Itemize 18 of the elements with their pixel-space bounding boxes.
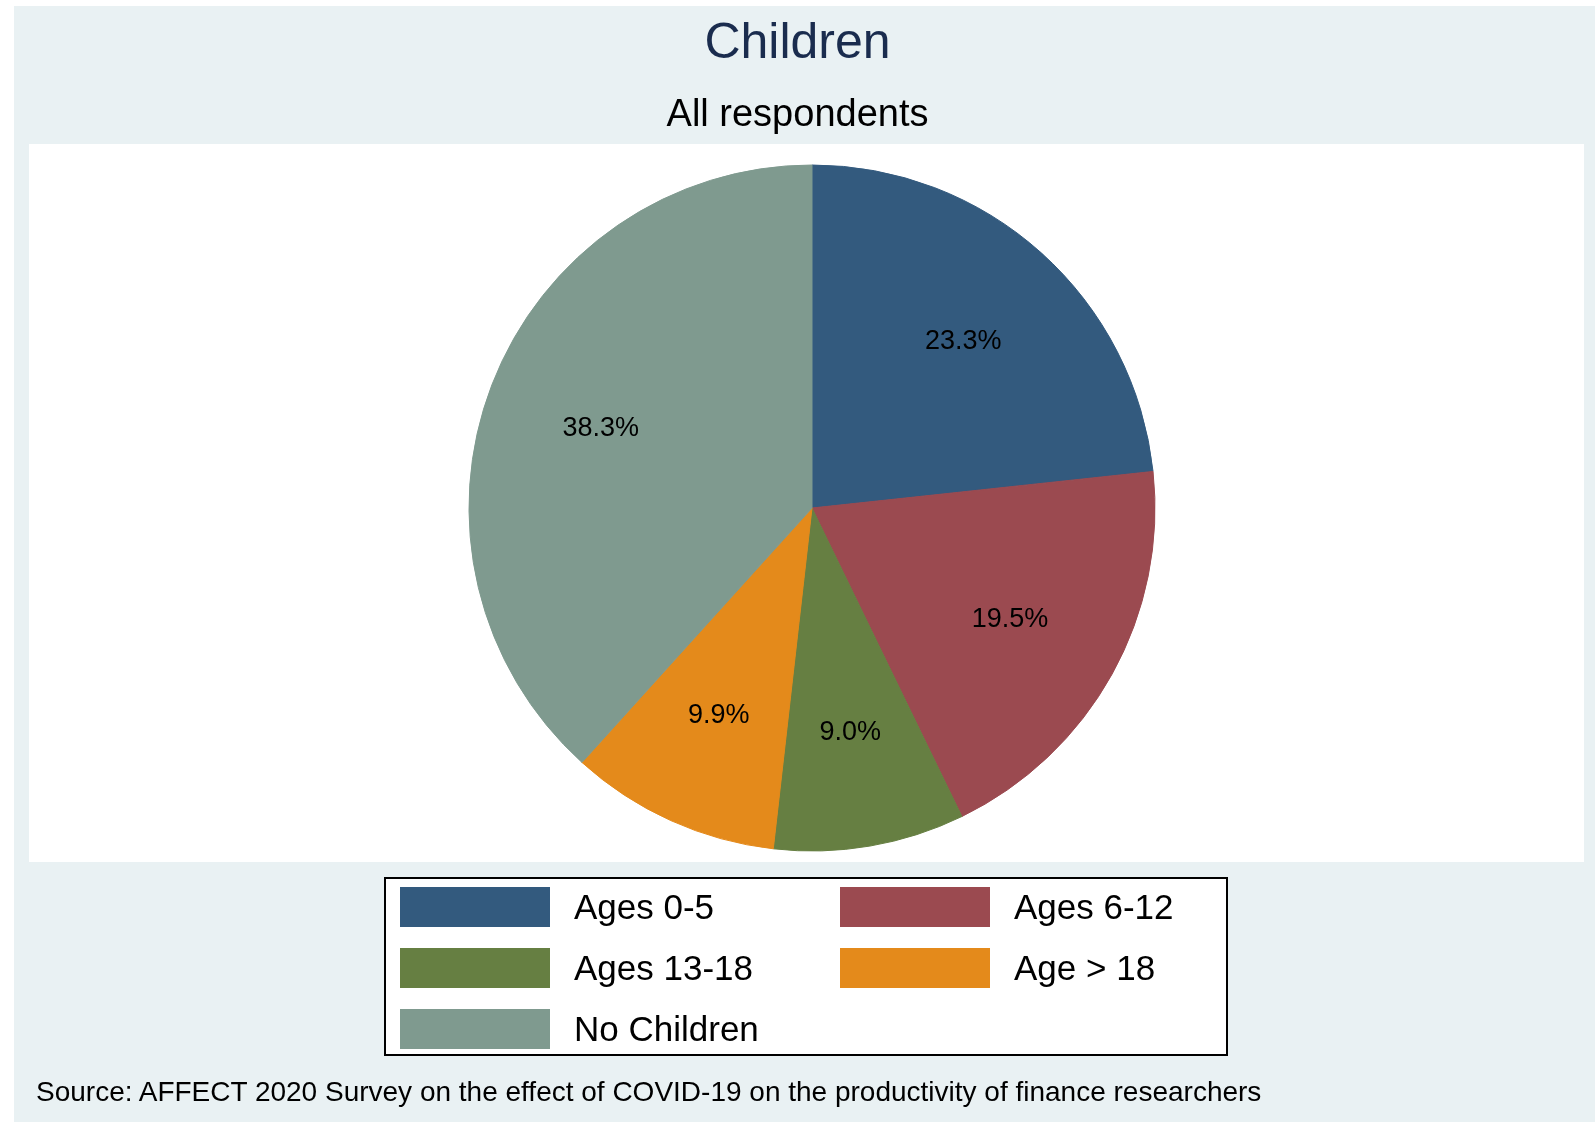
pie-slice [772,507,963,852]
legend-label: Ages 6-12 [1014,887,1174,927]
data-label: 38.3% [562,411,640,442]
data-label: 9.9% [688,699,750,730]
data-label: 9.0% [819,716,881,747]
legend-label: No Children [574,1009,759,1049]
chart-title: Children [703,12,892,70]
data-label: 23.3% [925,324,1002,355]
data-label: 19.5% [971,602,1049,633]
legend-label: Ages 0-5 [574,887,715,927]
source-note: Source: AFFECT 2020 Survey on the effect of COVID-19 on the productivity of finance researchers [36,1076,1262,1108]
pie-slice [811,164,1154,509]
pie-slice [581,507,813,850]
pie-slice [468,164,813,763]
legend-label: Ages 13-18 [574,948,754,988]
pie-slice [811,470,1156,817]
chart-subtitle: All respondents [665,92,930,135]
legend-label: Age > 18 [1014,948,1156,988]
